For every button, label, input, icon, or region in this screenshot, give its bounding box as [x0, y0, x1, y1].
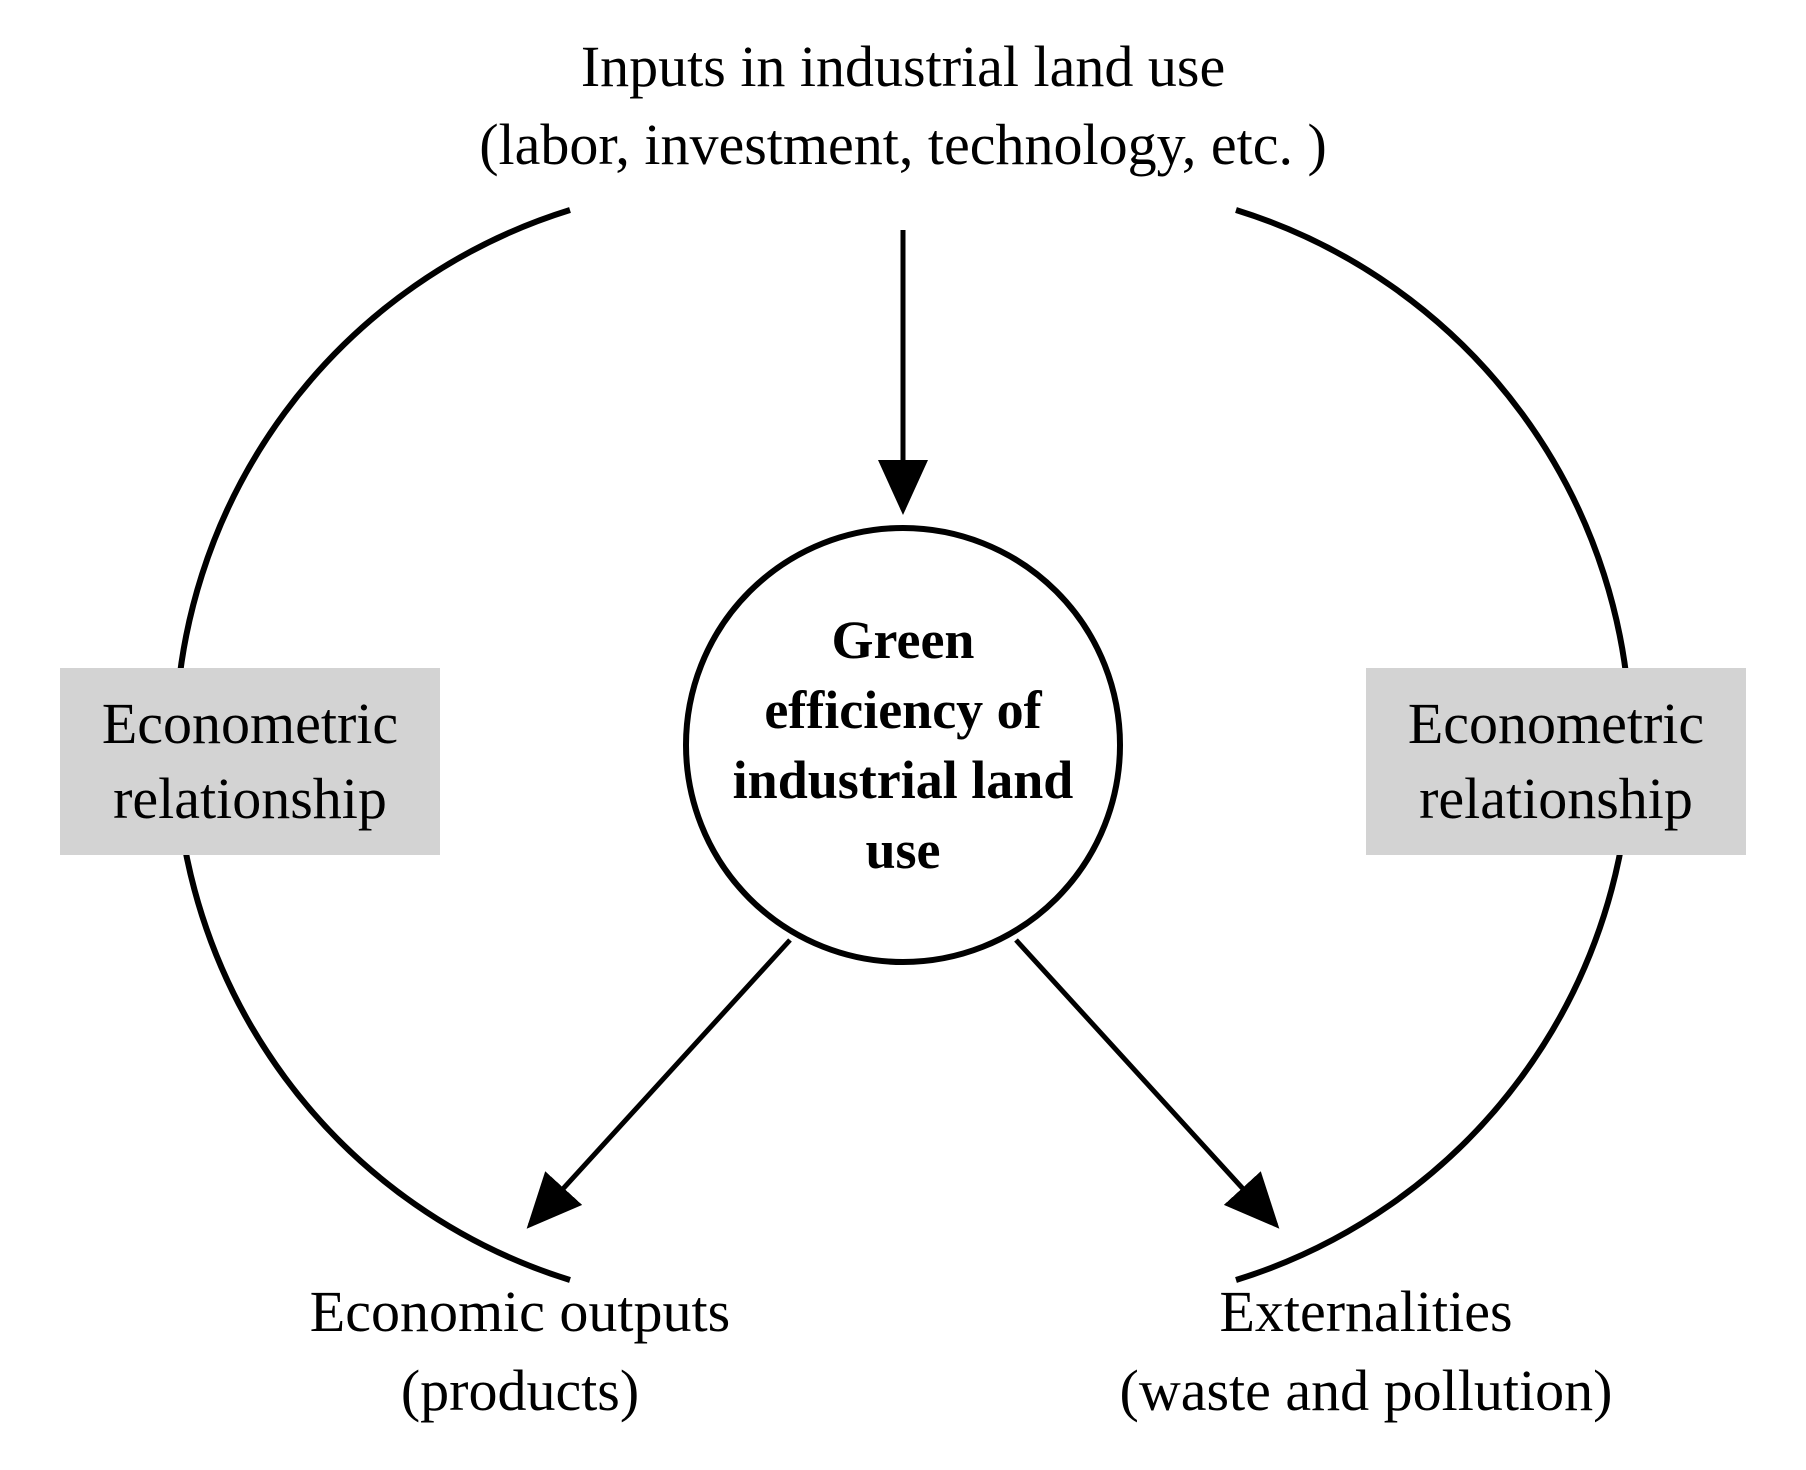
center-line3: industrial land [733, 745, 1074, 815]
right-box-line2: relationship [1388, 761, 1724, 836]
bottom-left-line2: (products) [240, 1352, 800, 1430]
right-box-line1: Econometric [1388, 686, 1724, 761]
center-circle: Green efficiency of industrial land use [683, 525, 1123, 965]
inputs-line1: Inputs in industrial land use [203, 28, 1603, 106]
arrow-center-to-bottom-left [530, 940, 790, 1225]
inputs-line2: (labor, investment, technology, etc. ) [203, 106, 1603, 184]
economic-outputs-node: Economic outputs (products) [240, 1273, 800, 1430]
right-econometric-box: Econometric relationship [1366, 668, 1746, 855]
left-econometric-box: Econometric relationship [60, 668, 440, 855]
diagram-container: Inputs in industrial land use (labor, in… [0, 0, 1806, 1470]
center-line1: Green [733, 605, 1074, 675]
externalities-node: Externalities (waste and pollution) [1026, 1273, 1706, 1430]
center-line2: efficiency of [733, 675, 1074, 745]
arrow-center-to-bottom-right [1016, 940, 1276, 1225]
left-box-line1: Econometric [82, 686, 418, 761]
bottom-left-line1: Economic outputs [240, 1273, 800, 1351]
inputs-node: Inputs in industrial land use (labor, in… [203, 28, 1603, 185]
center-line4: use [733, 815, 1074, 885]
bottom-right-line2: (waste and pollution) [1026, 1352, 1706, 1430]
bottom-right-line1: Externalities [1026, 1273, 1706, 1351]
left-box-line2: relationship [82, 761, 418, 836]
center-text: Green efficiency of industrial land use [708, 580, 1099, 911]
